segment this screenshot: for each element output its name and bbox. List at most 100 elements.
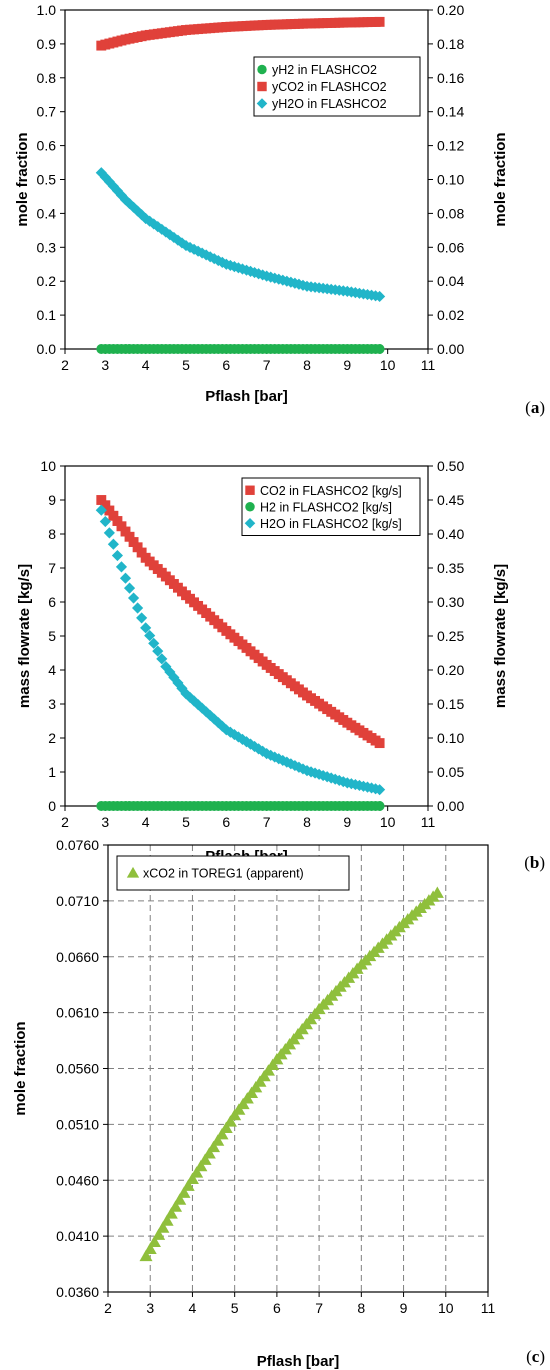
legend-box [241, 477, 421, 536]
data-point [202, 1147, 216, 1159]
data-point [215, 1128, 229, 1140]
legend-entry: H2O in FLASHCO2 [kg/s] [260, 517, 402, 531]
data-point [269, 751, 281, 763]
y-right-tick-label: 0.06 [437, 239, 464, 255]
y-right-tick-label: 0.15 [437, 696, 464, 712]
y-tick-label: 6 [48, 594, 56, 610]
y-tick-label: 0.6 [37, 138, 57, 154]
y-right-tick-label: 0.45 [437, 492, 464, 508]
y-tick-label: 0.0560 [56, 1061, 99, 1077]
y-axis-label: mass flowrate [kg/s] [16, 564, 33, 708]
x-tick-label: 2 [61, 814, 69, 830]
y-right-tick-label: 0.10 [437, 730, 464, 746]
y-tick-label: 0.1 [37, 307, 57, 323]
y-right-tick-label: 0.18 [437, 36, 464, 52]
data-point [124, 531, 135, 542]
data-point [152, 221, 164, 233]
data-point [132, 542, 143, 553]
data-point [236, 733, 249, 745]
data-point [148, 218, 160, 230]
data-point [132, 205, 144, 217]
data-point [224, 726, 236, 738]
y-right-tick-label: 0.10 [437, 172, 464, 188]
y-right-tick-label: 0.12 [437, 138, 464, 154]
data-point [148, 637, 160, 649]
data-point [168, 671, 180, 684]
y-tick-label: 10 [40, 458, 56, 474]
y-right-tick-label: 0.04 [437, 273, 464, 289]
x-tick-label: 2 [61, 357, 69, 373]
data-point [164, 1207, 178, 1219]
x-tick-label: 4 [189, 1300, 197, 1316]
x-tick-label: 10 [380, 814, 396, 830]
y-right-tick-label: 0.14 [437, 104, 464, 120]
y-right-tick-label: 0.40 [437, 526, 464, 542]
legend-marker [245, 502, 255, 512]
data-point [144, 630, 156, 642]
data-point [374, 801, 385, 811]
x-tick-label: 5 [182, 814, 190, 830]
data-point [107, 180, 119, 192]
data-point [147, 1235, 161, 1247]
legend-marker [257, 64, 267, 75]
series-diamond-2 [95, 504, 386, 796]
data-point [374, 290, 386, 303]
data-point [208, 253, 220, 265]
data-point [228, 729, 240, 741]
y-tick-label: 0.5 [37, 172, 57, 188]
data-point [108, 510, 119, 521]
y-right-tick-label: 0.50 [437, 458, 464, 474]
data-point [107, 538, 119, 550]
data-point [240, 736, 253, 748]
data-point [164, 666, 176, 678]
data-point [190, 1166, 204, 1178]
y-axis-label: mole fraction [14, 132, 31, 226]
x-tick-label: 8 [357, 1300, 365, 1316]
data-point [185, 1172, 199, 1185]
data-point [111, 549, 124, 562]
data-point [207, 1140, 221, 1153]
data-point [140, 622, 152, 634]
legend-entry: yH2O in FLASHCO2 [272, 97, 387, 111]
data-point [177, 1186, 191, 1198]
data-point [169, 1200, 183, 1212]
series-circle-0 [96, 344, 385, 354]
data-point [160, 1214, 174, 1226]
data-point [253, 743, 265, 755]
data-point [123, 197, 136, 210]
data-point [176, 682, 188, 694]
x-tick-label: 3 [146, 1300, 154, 1316]
y-right-tick-label: 0.25 [437, 628, 464, 644]
y-tick-label: 0 [48, 798, 56, 814]
x-tick-label: 10 [380, 357, 396, 373]
data-point [120, 526, 131, 537]
y-right-tick-label: 0.00 [437, 798, 464, 814]
x-tick-label: 4 [142, 814, 150, 830]
data-point [219, 1121, 233, 1134]
series-square-0 [96, 495, 385, 749]
y-tick-label: 0.8 [37, 70, 57, 86]
x-tick-label: 3 [101, 814, 109, 830]
legend-marker [245, 485, 255, 495]
legend-box [116, 855, 350, 891]
y-tick-label: 8 [48, 526, 56, 542]
y-tick-label: 0.0360 [56, 1284, 99, 1300]
series-square-1 [96, 16, 385, 51]
legend-entry: xCO2 in TOREG1 (apparent) [143, 867, 304, 881]
x-tick-label: 6 [222, 814, 230, 830]
y-tick-label: 3 [48, 696, 56, 712]
data-point [136, 612, 148, 624]
x-axis-label: Pflash [bar] [205, 388, 288, 405]
y-tick-label: 0.0610 [56, 1005, 99, 1021]
legend-marker [257, 81, 267, 92]
y-right-tick-label: 0.02 [437, 307, 464, 323]
series-circle-1 [96, 801, 385, 811]
data-point [132, 602, 144, 614]
data-point [119, 572, 132, 584]
data-point [374, 344, 385, 354]
data-point [232, 731, 245, 743]
data-point [176, 237, 188, 249]
y-right-tick-label: 0.00 [437, 341, 464, 357]
y-tick-label: 0.7 [37, 104, 57, 120]
data-point [127, 592, 140, 604]
